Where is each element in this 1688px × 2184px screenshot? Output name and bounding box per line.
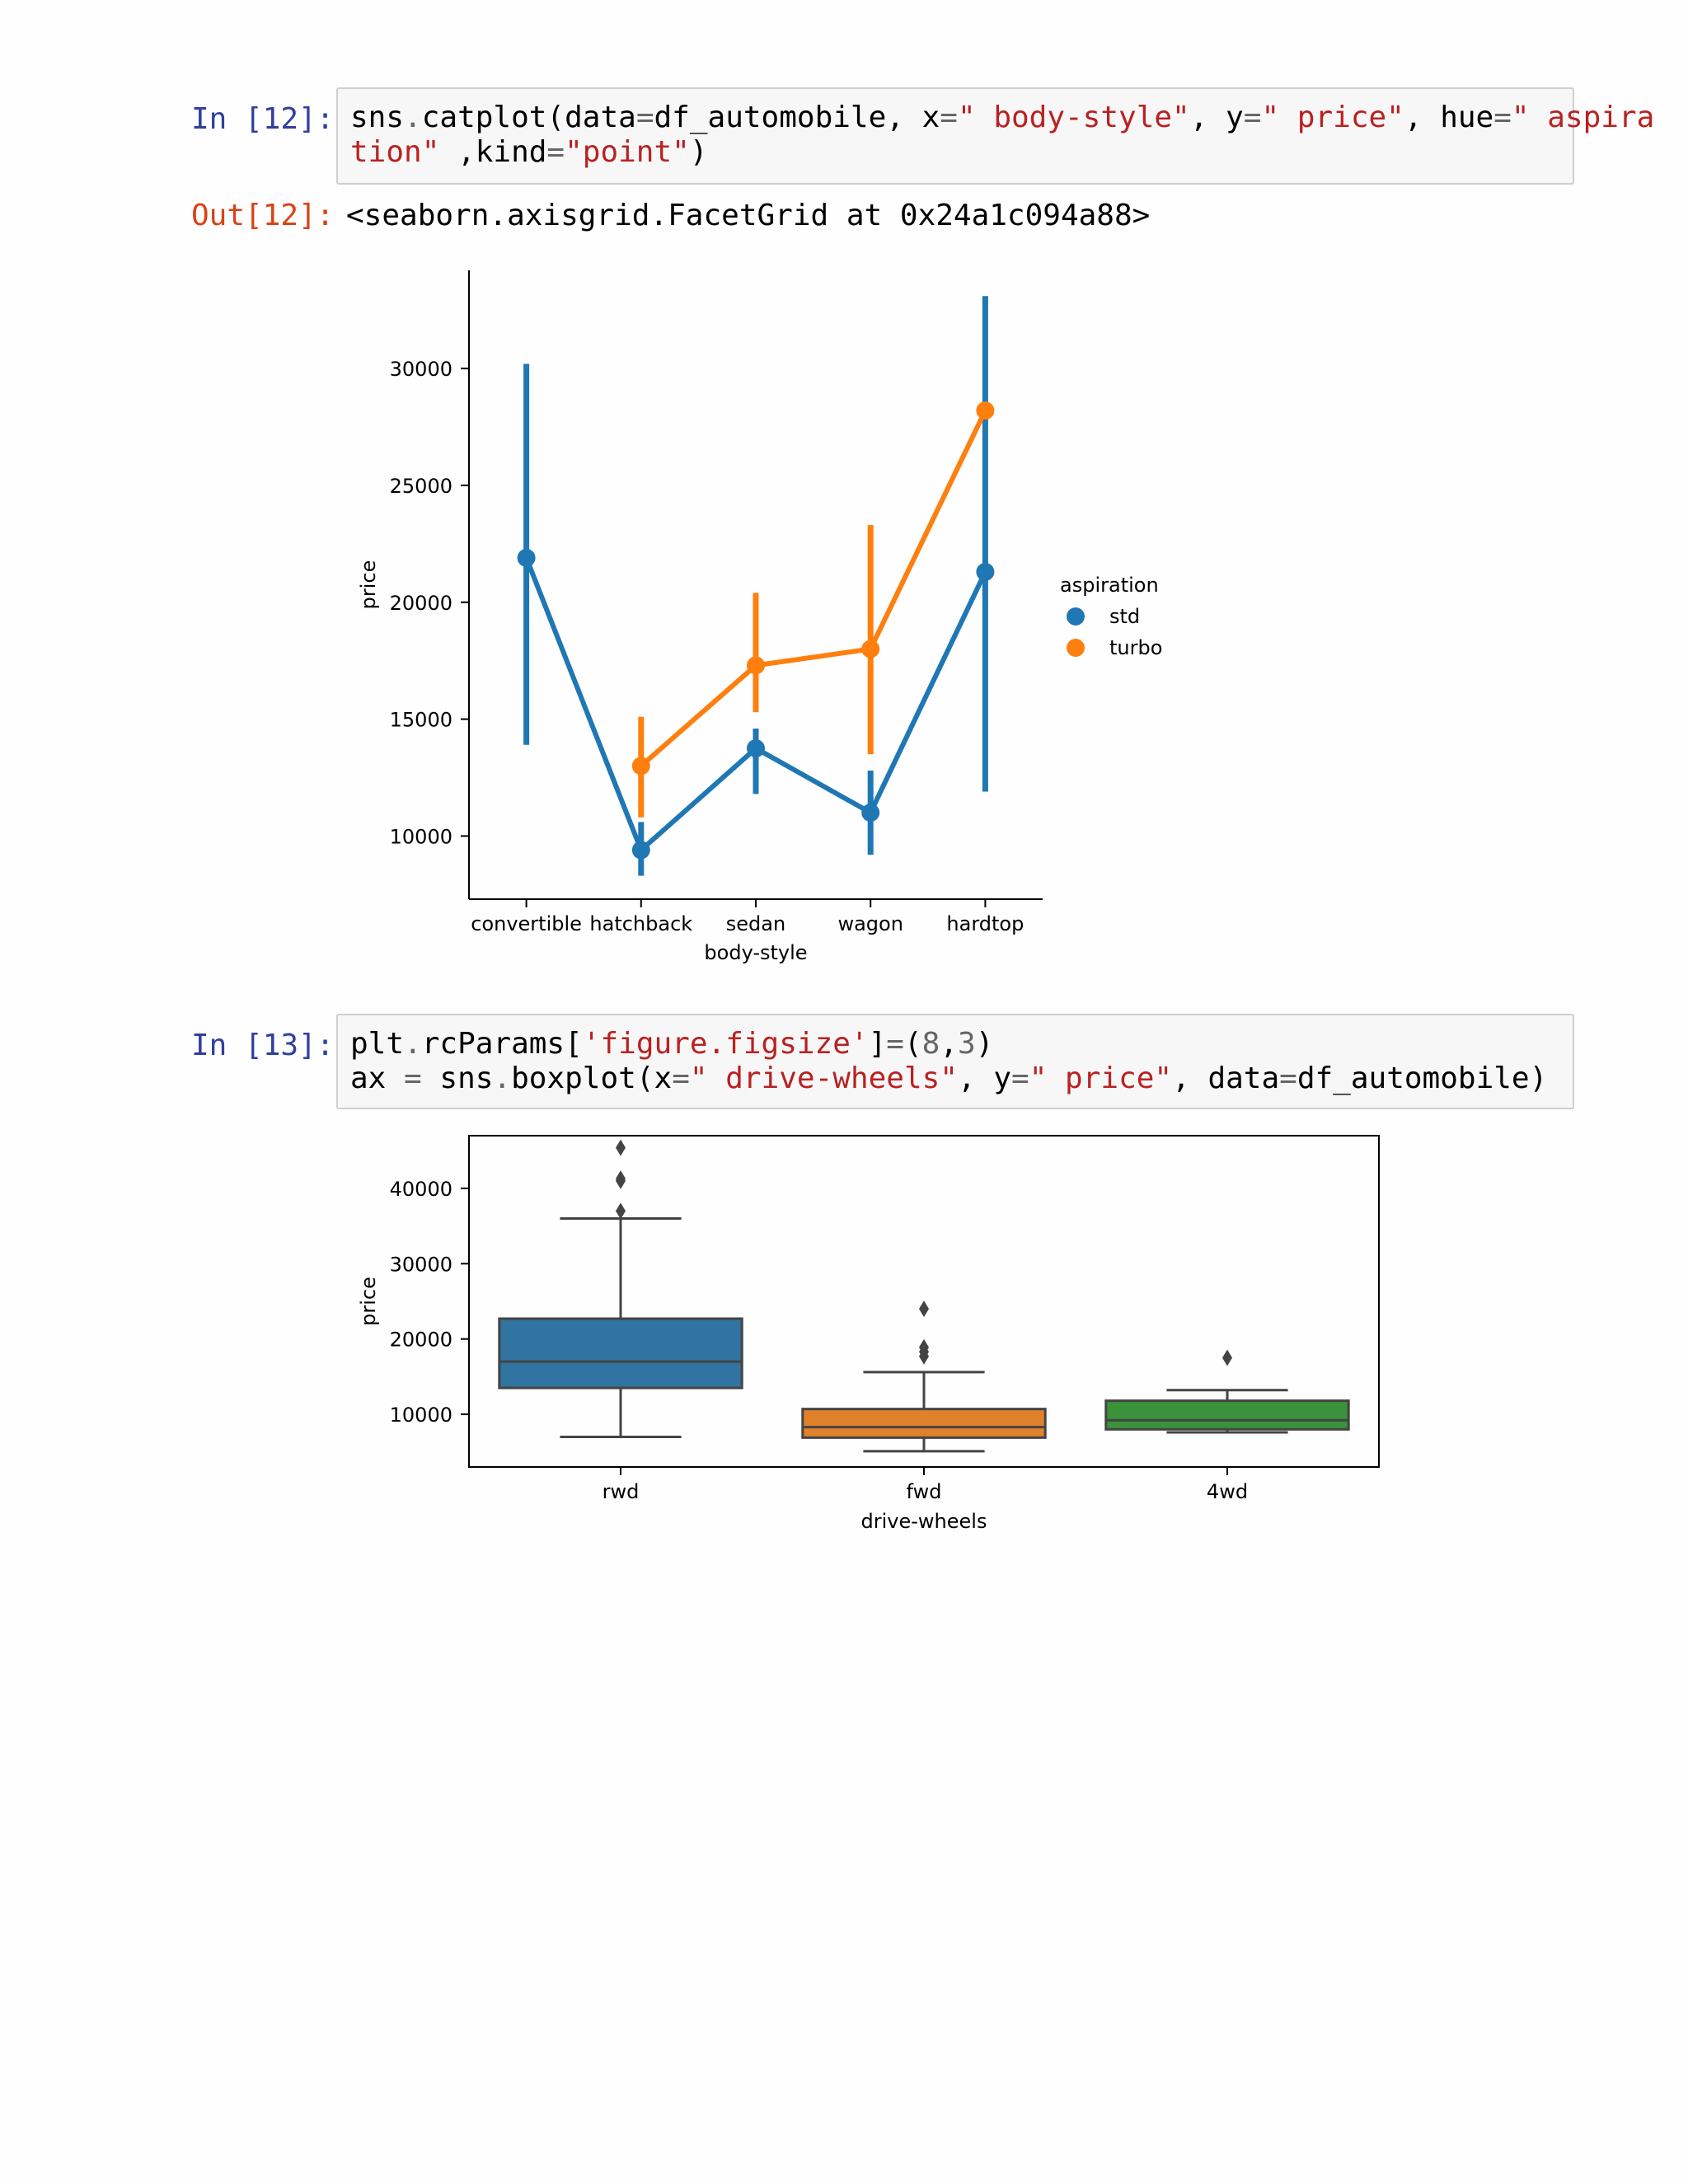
x-tick-label: wagon xyxy=(837,912,903,935)
code-token: = xyxy=(1279,1062,1297,1095)
y-tick-label: 10000 xyxy=(390,825,452,848)
y-tick-label: 10000 xyxy=(390,1404,452,1427)
code-token: , y xyxy=(957,1062,1012,1095)
code-token: = xyxy=(1493,101,1512,134)
code-token: tion" xyxy=(350,135,440,169)
code-line: plt.rcParams['figure.figsize']=(8,3) xyxy=(350,1027,1573,1062)
code-token: ) xyxy=(689,135,708,169)
in-prompt-12: In [12]: xyxy=(191,102,335,136)
box-4wd xyxy=(1104,1399,1350,1431)
code-token: . xyxy=(493,1062,512,1095)
code-cell-12[interactable]: sns.catplot(data=df_automobile, x=" body… xyxy=(336,87,1654,185)
code-line: ax = sns.boxplot(x=" drive-wheels", y=" … xyxy=(350,1062,1573,1096)
y-tick-label: 30000 xyxy=(390,1253,452,1276)
code-token: , hue xyxy=(1404,101,1494,134)
legend-label: turbo xyxy=(1109,636,1162,659)
data-point-std xyxy=(517,548,536,567)
x-tick-label: sedan xyxy=(726,912,785,935)
legend-title: aspiration xyxy=(1060,574,1159,597)
box-plot-chart: 10000 20000 30000 40000 rwd fwd 4wd drive-wheel… xyxy=(357,1135,1380,1533)
in-prompt-13: In [13]: xyxy=(191,1029,335,1062)
code-token: = xyxy=(1243,101,1262,134)
data-point-turbo xyxy=(747,656,765,675)
code-line: tion" ,kind="point") xyxy=(350,135,1573,170)
code-token: . xyxy=(404,1027,422,1061)
code-token: ) xyxy=(975,1027,994,1061)
code-token: df_automobile, x xyxy=(654,101,940,134)
code-token: plt xyxy=(350,1027,405,1061)
code-token: = xyxy=(940,101,958,134)
y-tick-label: 40000 xyxy=(390,1178,452,1201)
y-tick-label: 25000 xyxy=(390,475,452,498)
output-text-12: <seaborn.axisgrid.FacetGrid at 0x24a1c09… xyxy=(346,199,1151,232)
code-token: 3 xyxy=(958,1027,976,1061)
data-point-std xyxy=(976,562,995,581)
code-token: = xyxy=(404,1062,422,1095)
code-token: catplot(data xyxy=(421,101,636,134)
legend-marker-std xyxy=(1067,607,1085,626)
code-token: "point" xyxy=(565,135,690,169)
code-token: , xyxy=(940,1027,959,1061)
code-line: sns.catplot(data=df_automobile, x=" body… xyxy=(350,101,1654,135)
code-token: ax xyxy=(350,1062,405,1095)
data-point-std xyxy=(631,841,650,860)
code-token: = xyxy=(1011,1062,1029,1095)
code-cell-13[interactable]: plt.rcParams['figure.figsize']=(8,3) ax =… xyxy=(336,1014,1574,1109)
code-token: ] xyxy=(868,1027,887,1061)
y-axis-label: price xyxy=(357,1277,380,1326)
code-token: , data xyxy=(1172,1062,1280,1095)
code-token: 8 xyxy=(921,1027,940,1061)
data-point-std xyxy=(747,739,765,758)
x-tick-label: convertible xyxy=(471,912,582,935)
point-plot-chart: 10000 15000 20000 25000 30000 convertible hatc… xyxy=(357,270,1162,964)
outlier-marker xyxy=(1222,1349,1232,1366)
code-token: . xyxy=(404,101,422,134)
data-point-turbo xyxy=(976,401,995,420)
code-token: = xyxy=(886,1027,904,1061)
code-token: " drive-wheels" xyxy=(689,1062,958,1095)
outlier-marker xyxy=(919,1338,929,1356)
outlier-marker xyxy=(616,1202,626,1220)
x-tick-label: rwd xyxy=(603,1480,640,1503)
code-token: 'figure.figsize' xyxy=(582,1027,869,1061)
data-point-turbo xyxy=(631,757,650,776)
y-tick-label: 15000 xyxy=(390,709,452,732)
code-token: ( xyxy=(903,1027,922,1061)
outlier-marker xyxy=(616,1139,626,1156)
data-point-turbo xyxy=(861,640,880,658)
y-tick-label: 20000 xyxy=(390,1329,452,1352)
data-point-std xyxy=(861,804,880,823)
y-axis-label: price xyxy=(357,560,380,610)
x-tick-label: hatchback xyxy=(589,912,692,935)
code-token: " body-style" xyxy=(957,101,1190,134)
y-tick-label: 20000 xyxy=(390,592,452,615)
code-token: rcParams[ xyxy=(421,1027,583,1061)
code-token: = xyxy=(672,1062,690,1095)
code-token: boxplot(x xyxy=(511,1062,673,1095)
series-line-turbo xyxy=(639,409,988,768)
code-token: " aspira xyxy=(1511,101,1655,134)
x-tick-label: 4wd xyxy=(1207,1480,1248,1503)
code-token: " price" xyxy=(1029,1062,1173,1095)
y-tick-label: 30000 xyxy=(390,358,452,381)
out-prompt-12: Out[12]: xyxy=(191,199,335,232)
legend-label: std xyxy=(1109,605,1140,628)
box-rwd xyxy=(498,1317,743,1390)
x-tick-label: fwd xyxy=(907,1480,942,1503)
box-fwd xyxy=(801,1408,1047,1439)
legend-marker-turbo xyxy=(1067,639,1085,657)
code-token: df_automobile) xyxy=(1296,1062,1548,1095)
code-token: ,kind xyxy=(439,135,547,169)
code-token: = xyxy=(635,101,654,134)
code-token: sns xyxy=(350,101,405,134)
code-token: sns xyxy=(421,1062,494,1095)
x-tick-label: hardtop xyxy=(946,912,1024,935)
outlier-marker xyxy=(616,1170,626,1188)
code-token: " price" xyxy=(1261,101,1404,134)
code-token: , y xyxy=(1189,101,1244,134)
x-axis-label: body-style xyxy=(704,941,807,964)
outlier-marker xyxy=(919,1301,929,1318)
x-axis-label: drive-wheels xyxy=(861,1510,987,1533)
code-token: = xyxy=(546,135,565,169)
